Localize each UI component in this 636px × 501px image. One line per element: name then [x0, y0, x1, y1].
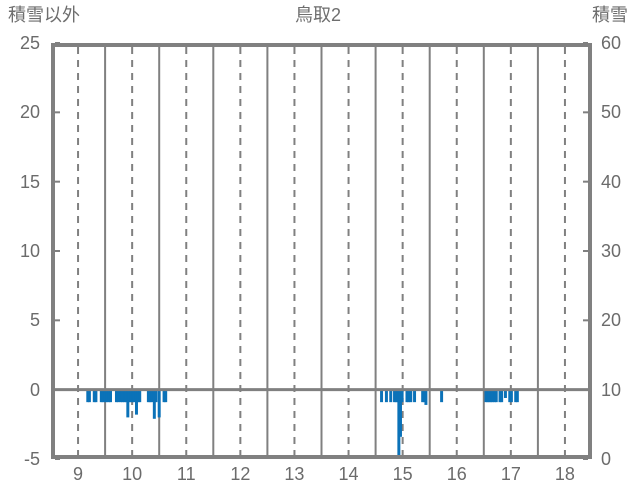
y-left-tick-label: 15 [19, 171, 40, 192]
bar [503, 389, 507, 398]
bar [162, 389, 166, 403]
bar [380, 389, 384, 403]
x-tick-label: 17 [500, 464, 521, 484]
y-left-tick-label: 10 [19, 241, 40, 261]
bar [127, 389, 131, 403]
bar [152, 389, 156, 419]
bar [515, 389, 519, 403]
y-left-tick-label: 20 [19, 102, 40, 123]
y-left-tick-label: -5 [23, 449, 40, 469]
bar [148, 389, 152, 403]
bar [120, 389, 124, 403]
bar [157, 389, 161, 418]
x-tick-label: 14 [338, 464, 359, 484]
bar [138, 389, 142, 403]
y-left-tick-label: 25 [19, 33, 40, 53]
bar [154, 389, 158, 403]
bar [493, 389, 497, 403]
bar [508, 389, 512, 403]
bar [409, 389, 413, 403]
bar [393, 389, 397, 403]
chart-title: 鳥取2 [294, 5, 341, 25]
bar [116, 389, 120, 403]
bar [398, 389, 402, 437]
right-axis-title: 積雪 [592, 5, 628, 25]
bar [164, 389, 168, 403]
bar [440, 389, 444, 403]
bar [146, 389, 150, 403]
y-right-tick-label: 20 [601, 310, 622, 331]
bar [384, 389, 388, 403]
bar [421, 389, 425, 403]
bar [103, 389, 107, 403]
bar [487, 389, 491, 403]
y-right-tick-label: 30 [601, 241, 622, 261]
bar [397, 389, 401, 455]
bar [389, 389, 393, 403]
y-left-tick-label: 0 [29, 379, 40, 400]
bar [494, 389, 498, 403]
bar [119, 389, 123, 403]
x-tick-label: 9 [73, 464, 84, 484]
bar [490, 389, 494, 403]
y-right-tick-label: 10 [601, 379, 622, 400]
y-right-tick-label: 50 [601, 102, 622, 123]
bar [407, 389, 411, 403]
bar [109, 389, 112, 403]
x-tick-label: 13 [284, 464, 305, 484]
bar [124, 389, 128, 403]
bar [150, 389, 154, 403]
bar [123, 389, 127, 403]
bar [498, 389, 502, 403]
bar [132, 389, 136, 403]
x-tick-label: 11 [176, 464, 196, 484]
x-tick-label: 16 [446, 464, 467, 484]
bar [134, 389, 138, 415]
bar [105, 389, 109, 403]
bar [484, 389, 488, 403]
bar [424, 389, 428, 405]
y-left-tick-label: 5 [29, 310, 40, 331]
bar [94, 389, 98, 403]
bar [126, 389, 130, 418]
bar [514, 389, 518, 403]
bar [101, 389, 105, 403]
y-right-tick-label: 60 [601, 33, 622, 53]
bar [486, 389, 490, 403]
bar [114, 389, 118, 403]
bar [489, 389, 493, 403]
bar [99, 389, 103, 403]
bar [86, 389, 90, 403]
bar [92, 389, 96, 403]
bar [87, 389, 91, 403]
bar [509, 389, 513, 403]
x-tick-label: 10 [122, 464, 143, 484]
plot-border [51, 43, 592, 459]
bar [413, 389, 417, 403]
bar [500, 389, 504, 403]
x-tick-label: 12 [230, 464, 251, 484]
x-tick-label: 18 [554, 464, 575, 484]
bar [394, 389, 398, 403]
y-right-tick-label: 40 [601, 171, 622, 192]
left-axis-title: 積雪以外 [8, 5, 80, 25]
y-right-tick-label: 0 [601, 449, 612, 469]
x-tick-label: 15 [392, 464, 413, 484]
bar [422, 389, 426, 403]
bar [400, 389, 404, 403]
bar [107, 389, 111, 403]
bar [405, 389, 409, 403]
bar [129, 389, 133, 403]
bar [131, 389, 135, 403]
bar [136, 389, 140, 403]
